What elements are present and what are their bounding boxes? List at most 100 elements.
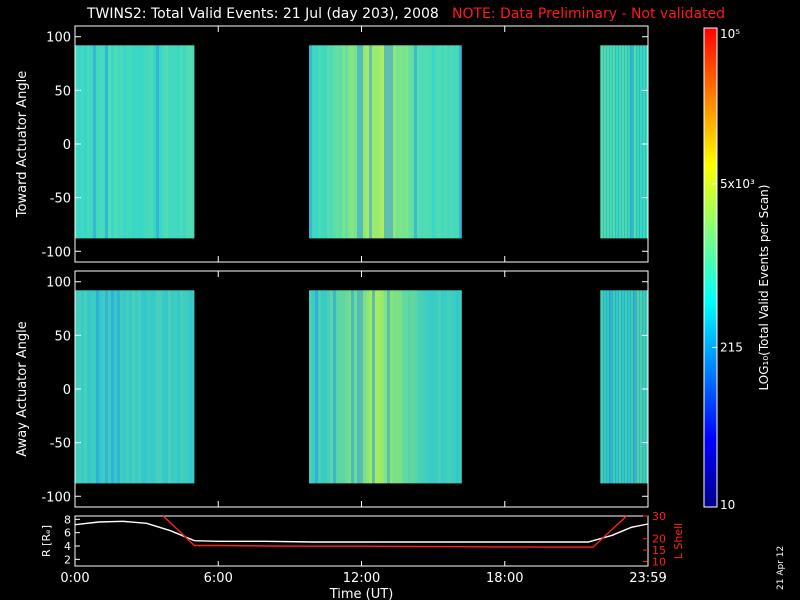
heatmap-column-toward bbox=[366, 45, 369, 239]
date-stamp-text: 21 Apr 12 bbox=[776, 545, 786, 590]
heatmap-column-away bbox=[348, 290, 351, 484]
heatmap-column-toward bbox=[639, 45, 643, 239]
heatmap-column-away bbox=[93, 290, 96, 484]
heatmap-column-away bbox=[168, 290, 171, 484]
heatmap-column-away bbox=[333, 290, 336, 484]
heatmap-column-toward bbox=[330, 45, 333, 239]
heatmap-column-toward bbox=[138, 45, 141, 239]
heatmap-column-away bbox=[81, 290, 84, 484]
heatmap-column-away bbox=[423, 290, 426, 484]
heatmap-column-toward bbox=[120, 45, 123, 239]
orbit-series-R bbox=[74, 520, 649, 543]
heatmap-column-toward bbox=[423, 45, 426, 239]
heatmap-column-toward bbox=[141, 45, 144, 239]
heatmap-column-toward bbox=[447, 45, 450, 239]
heatmap-column-away bbox=[459, 290, 462, 484]
heatmap-column-away bbox=[357, 290, 360, 484]
orbit-left-ylabel: R [Rₑ] bbox=[40, 525, 53, 557]
heatmap-column-away bbox=[312, 290, 315, 484]
heatmap-column-away bbox=[339, 290, 342, 484]
heatmap-column-away bbox=[102, 290, 105, 484]
heatmap-column-toward bbox=[162, 45, 165, 239]
away-ytick-label: -100 bbox=[41, 490, 71, 505]
heatmap-column-toward bbox=[435, 45, 438, 239]
heatmap-column-toward bbox=[381, 45, 384, 239]
heatmap-column-away bbox=[441, 290, 444, 484]
heatmap-column-away bbox=[135, 290, 138, 484]
heatmap-column-away bbox=[456, 290, 459, 484]
orbit-right-ytick-label: 10 bbox=[652, 555, 666, 568]
colorbar-tick-label: 5x10³ bbox=[720, 177, 755, 191]
heatmap-column-away bbox=[90, 290, 93, 484]
heatmap-column-toward bbox=[603, 45, 607, 239]
heatmap-column-away bbox=[315, 290, 318, 484]
heatmap-column-away bbox=[114, 290, 117, 484]
time-tick-label: 0:00 bbox=[60, 571, 89, 586]
heatmap-column-away bbox=[636, 290, 640, 484]
heatmap-column-away bbox=[411, 290, 414, 484]
heatmap-column-away bbox=[87, 290, 90, 484]
heatmap-column-away bbox=[330, 290, 333, 484]
heatmap-column-toward bbox=[327, 45, 330, 239]
heatmap-column-toward bbox=[342, 45, 345, 239]
heatmap-column-away bbox=[618, 290, 622, 484]
heatmap-column-toward bbox=[339, 45, 342, 239]
heatmap-column-toward bbox=[351, 45, 354, 239]
heatmap-column-away bbox=[162, 290, 165, 484]
heatmap-column-toward bbox=[156, 45, 159, 239]
orbit-series-L bbox=[162, 515, 627, 548]
colorbar-tick-label: 10⁵ bbox=[720, 27, 740, 41]
heatmap-column-toward bbox=[432, 45, 435, 239]
heatmap-column-away bbox=[180, 290, 183, 484]
heatmap-column-away bbox=[177, 290, 180, 484]
heatmap-column-away bbox=[639, 290, 643, 484]
heatmap-column-toward bbox=[645, 45, 649, 239]
heatmap-column-away bbox=[141, 290, 144, 484]
heatmap-column-away bbox=[399, 290, 402, 484]
heatmap-column-toward bbox=[111, 45, 114, 239]
heatmap-column-toward bbox=[150, 45, 153, 239]
heatmap-column-away bbox=[111, 290, 114, 484]
heatmap-column-away bbox=[321, 290, 324, 484]
heatmap-column-away bbox=[453, 290, 456, 484]
time-tick-label: 18:00 bbox=[486, 571, 523, 586]
heatmap-column-away bbox=[336, 290, 339, 484]
heatmap-column-toward bbox=[384, 45, 387, 239]
heatmap-column-away bbox=[132, 290, 135, 484]
heatmap-column-away bbox=[447, 290, 450, 484]
heatmap-column-away bbox=[165, 290, 168, 484]
heatmap-column-toward bbox=[618, 45, 622, 239]
heatmap-column-toward bbox=[159, 45, 162, 239]
heatmap-column-away bbox=[147, 290, 150, 484]
heatmap-column-away bbox=[129, 290, 132, 484]
heatmap-column-toward bbox=[84, 45, 87, 239]
heatmap-column-away bbox=[375, 290, 378, 484]
heatmap-column-toward bbox=[393, 45, 396, 239]
heatmap-column-away bbox=[630, 290, 634, 484]
heatmap-column-toward bbox=[399, 45, 402, 239]
heatmap-column-toward bbox=[429, 45, 432, 239]
orbit-right-ytick-label: 15 bbox=[652, 544, 666, 557]
heatmap-column-away bbox=[108, 290, 111, 484]
heatmap-column-away bbox=[366, 290, 369, 484]
orbit-left-ytick-label: 4 bbox=[64, 540, 71, 553]
heatmap-column-away bbox=[408, 290, 411, 484]
heatmap-column-toward bbox=[375, 45, 378, 239]
heatmap-column-away bbox=[378, 290, 381, 484]
heatmap-column-toward bbox=[165, 45, 168, 239]
heatmap-column-away bbox=[174, 290, 177, 484]
heatmap-column-toward bbox=[321, 45, 324, 239]
heatmap-column-toward bbox=[621, 45, 625, 239]
heatmap-column-away bbox=[138, 290, 141, 484]
heatmap-column-toward bbox=[78, 45, 81, 239]
heatmap-column-away bbox=[642, 290, 646, 484]
heatmap-column-toward bbox=[363, 45, 366, 239]
heatmap-column-away bbox=[645, 290, 649, 484]
heatmap-column-toward bbox=[636, 45, 640, 239]
heatmap-column-toward bbox=[153, 45, 156, 239]
heatmap-column-toward bbox=[114, 45, 117, 239]
chart-title: TWINS2: Total Valid Events: 21 Jul (day … bbox=[87, 6, 439, 22]
toward-ylabel: Toward Actuator Angle bbox=[15, 71, 30, 218]
title-bar: TWINS2: Total Valid Events: 21 Jul (day … bbox=[0, 0, 800, 28]
heatmap-column-away bbox=[123, 290, 126, 484]
